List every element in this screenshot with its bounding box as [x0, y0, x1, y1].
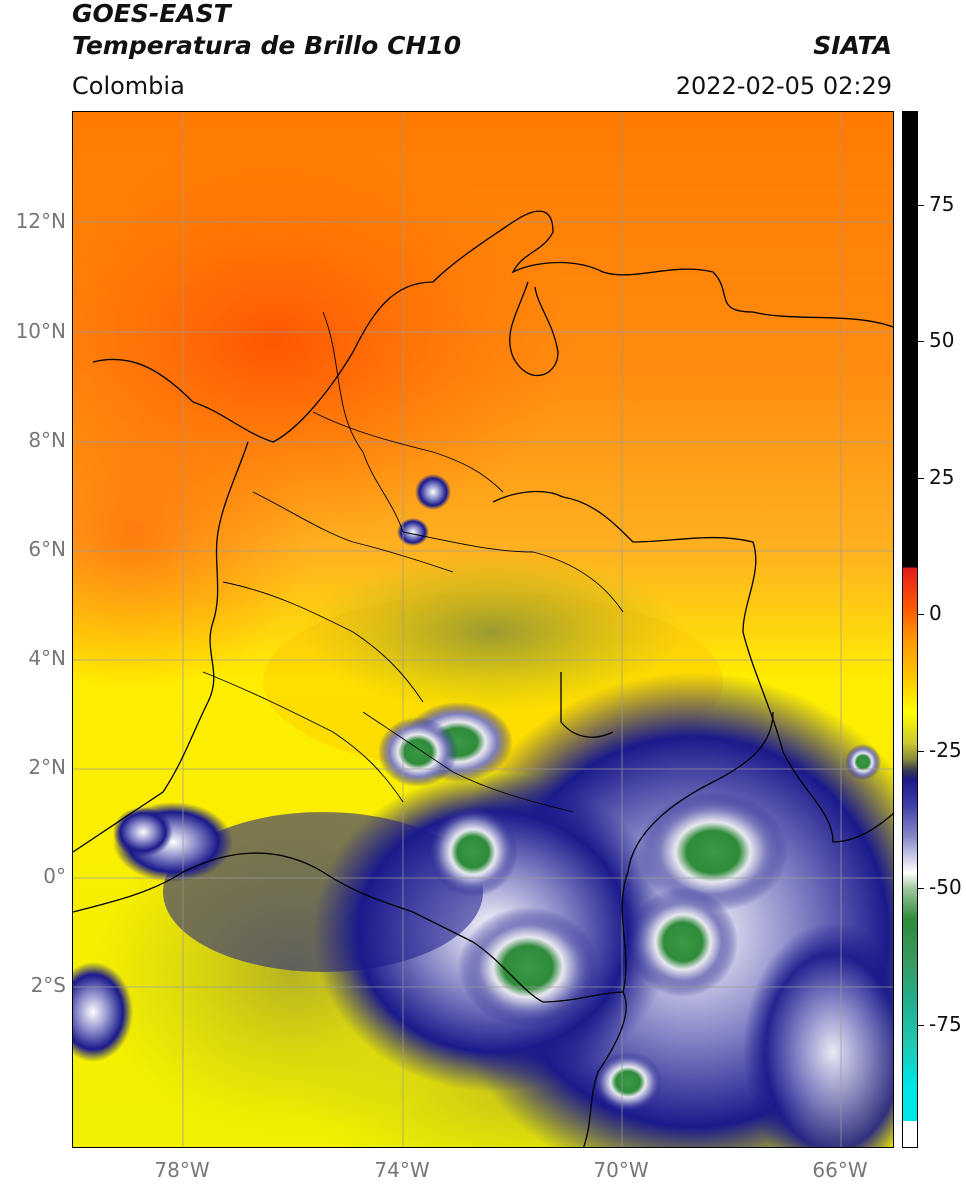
lat-label-12n: 12°N [15, 209, 66, 233]
region-label: Colombia [72, 72, 185, 100]
lat-label-10n: 10°N [15, 319, 66, 343]
timestamp-label: 2022-02-05 02:29 [675, 72, 892, 100]
colorbar [902, 111, 918, 1148]
colorbar-label-minus50: -50 [929, 875, 962, 899]
lat-label-0: 0° [43, 864, 66, 888]
title-line-2: Temperatura de Brillo CH10 [72, 31, 462, 60]
colorbar-label-minus25: -25 [929, 738, 962, 762]
lat-label-8n: 8°N [28, 428, 66, 452]
lat-label-6n: 6°N [28, 537, 66, 561]
colorbar-label-75: 75 [929, 192, 955, 216]
source-label: SIATA [813, 31, 892, 60]
colorbar-tick-0 [918, 614, 924, 615]
lon-label-74w: 74°W [374, 1158, 430, 1182]
colorbar-tick-50 [918, 341, 924, 342]
lat-label-2s: 2°S [30, 973, 66, 997]
lon-label-78w: 78°W [154, 1158, 210, 1182]
lon-label-66w: 66°W [812, 1158, 868, 1182]
lon-label-70w: 70°W [593, 1158, 649, 1182]
colorbar-label-50: 50 [929, 328, 955, 352]
colorbar-tick-minus25 [918, 751, 924, 752]
colorbar-label-minus75: -75 [929, 1012, 962, 1036]
lat-label-4n: 4°N [28, 646, 66, 670]
colorbar-tick-minus50 [918, 888, 924, 889]
title-line-1: GOES-EAST [72, 0, 231, 28]
colorbar-tick-25 [918, 478, 924, 479]
colorbar-label-0: 0 [929, 601, 942, 625]
satellite-map [72, 111, 894, 1148]
colorbar-tick-minus75 [918, 1025, 924, 1026]
colorbar-label-25: 25 [929, 465, 955, 489]
colorbar-tick-75 [918, 205, 924, 206]
map-canvas [73, 112, 893, 1147]
lat-label-2n: 2°N [28, 755, 66, 779]
